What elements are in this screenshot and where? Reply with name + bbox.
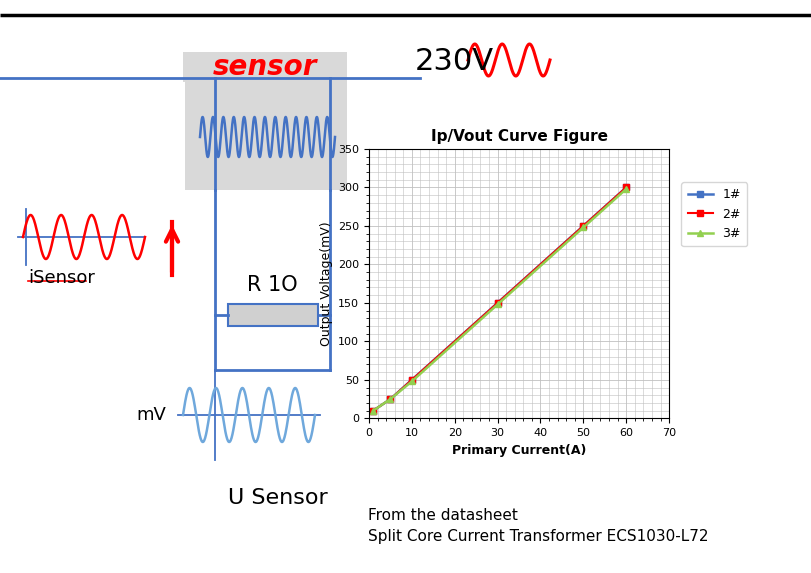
Line: 2#: 2#: [371, 185, 629, 413]
Text: mV: mV: [136, 406, 166, 424]
Text: Output curve： (RL=10Ω): Output curve： (RL=10Ω): [368, 221, 577, 236]
Text: 230V: 230V: [415, 48, 494, 77]
Text: R 1O: R 1O: [247, 275, 298, 295]
3#: [493, 301, 503, 308]
3#: [578, 224, 588, 231]
Bar: [185, 80, 347, 190]
3#: [385, 395, 395, 402]
3#: [407, 378, 417, 385]
Text: Split Core Current Transformer ECS1030-L72: Split Core Current Transformer ECS1030-L…: [368, 529, 709, 544]
3#: [368, 407, 378, 414]
1#: [621, 184, 631, 191]
1#: [385, 395, 395, 402]
2#: [578, 222, 588, 229]
Text: sensor: sensor: [212, 53, 317, 81]
Legend: 1#, 2#, 3#: 1#, 2#, 3#: [681, 182, 747, 246]
Bar: [183, 52, 347, 82]
2#: [368, 407, 378, 414]
3#: [621, 186, 631, 193]
X-axis label: Primary Current(A): Primary Current(A): [452, 444, 586, 457]
1#: [368, 407, 378, 414]
Bar: [228, 304, 317, 326]
Text: From the datasheet: From the datasheet: [368, 508, 518, 524]
2#: [493, 300, 503, 307]
Title: Ip/Vout Curve Figure: Ip/Vout Curve Figure: [431, 129, 607, 144]
2#: [407, 376, 417, 383]
Line: 3#: 3#: [371, 186, 629, 413]
Text: iSensor: iSensor: [28, 269, 95, 287]
Y-axis label: Output Voltage(mV): Output Voltage(mV): [320, 221, 333, 346]
Text: U Sensor: U Sensor: [228, 488, 328, 508]
Line: 1#: 1#: [371, 185, 629, 413]
2#: [385, 395, 395, 402]
2#: [621, 184, 631, 191]
1#: [407, 376, 417, 383]
1#: [493, 300, 503, 307]
1#: [578, 222, 588, 229]
